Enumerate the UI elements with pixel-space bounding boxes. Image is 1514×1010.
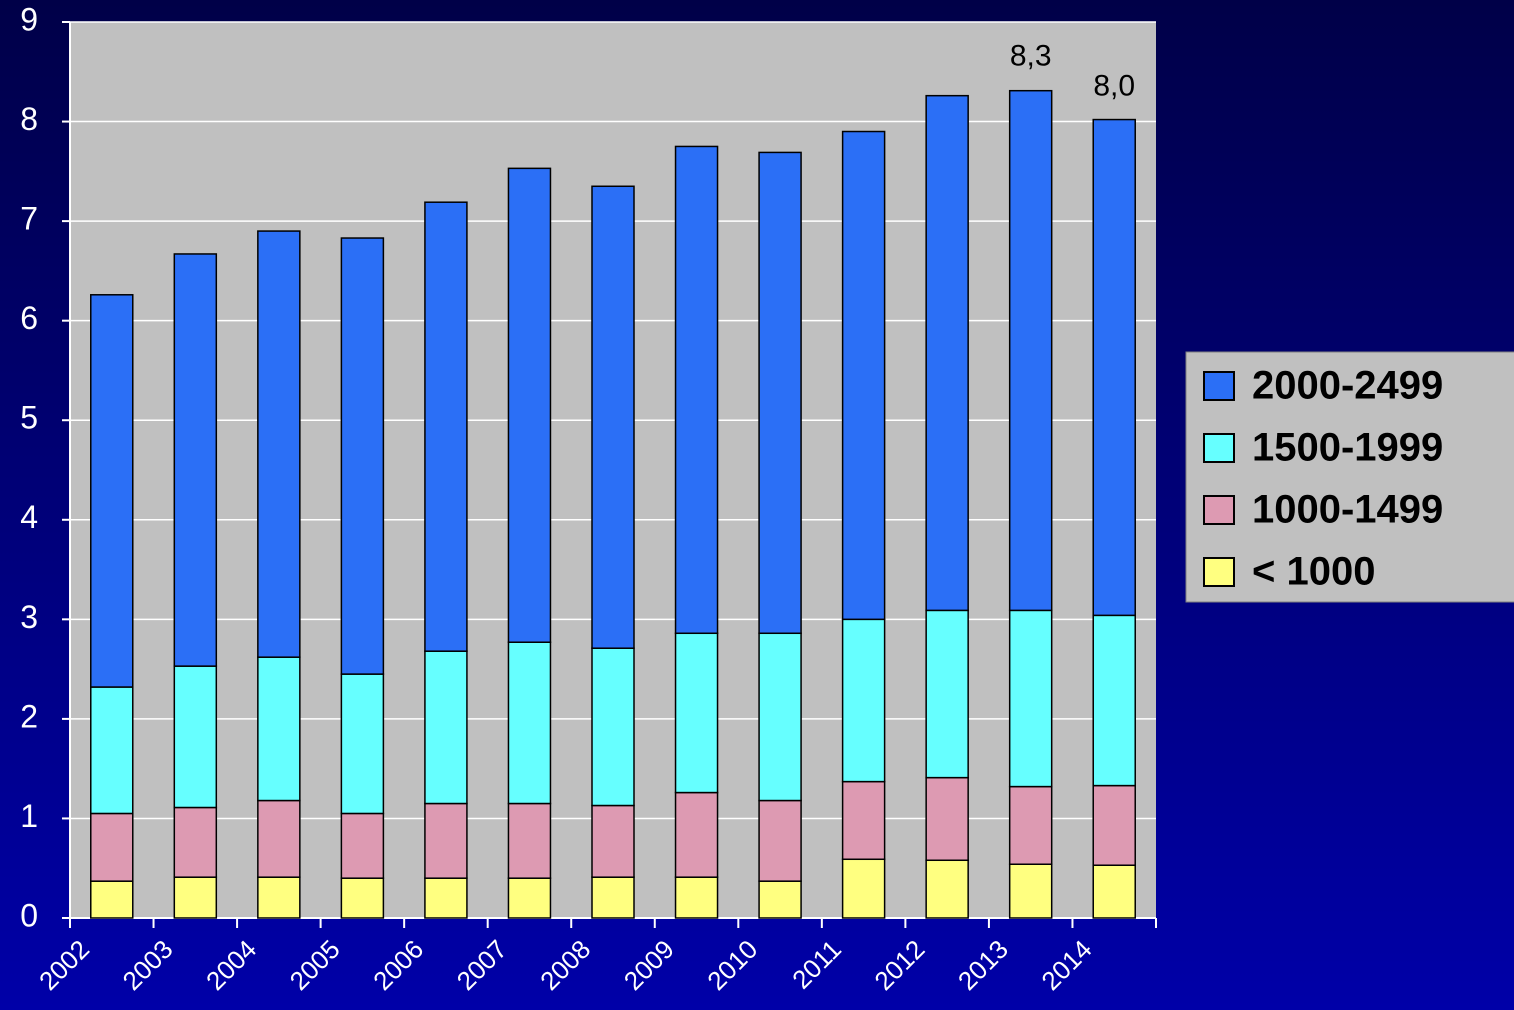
bar-segment: [841, 618, 886, 783]
bar-segment: [424, 877, 468, 919]
bar-segment: [674, 791, 719, 878]
bar-segment: [173, 806, 218, 878]
total-label: 8,0: [1093, 69, 1135, 102]
bar-segment: [674, 632, 719, 794]
bar-segment: [925, 94, 969, 612]
bar-segment: [340, 673, 385, 815]
bar-segment: [90, 812, 134, 882]
legend-label: 1500-1999: [1252, 426, 1443, 470]
bar-segment: [90, 294, 134, 688]
y-tick-label: 5: [20, 400, 38, 436]
bar-segment: [591, 647, 635, 807]
bar-segment: [424, 201, 468, 652]
bar-segment: [173, 876, 218, 919]
bar-segment: [925, 859, 969, 919]
y-tick-label: 7: [20, 201, 38, 237]
legend-label: < 1000: [1252, 550, 1375, 594]
bar-segment: [758, 151, 802, 635]
bar-segment: [173, 665, 218, 809]
bar-segment: [674, 145, 719, 635]
bar-segment: [90, 686, 134, 815]
bar-segment: [340, 237, 385, 675]
legend-swatch: [1203, 433, 1235, 463]
y-tick-label: 6: [20, 300, 38, 336]
bar-segment: [1092, 864, 1136, 919]
bar-segment: [1092, 614, 1136, 787]
bar-segment: [925, 776, 969, 862]
bar-segment: [674, 876, 719, 919]
bar-segment: [1008, 785, 1053, 865]
bar-segment: [591, 185, 635, 649]
bar-segment: [90, 880, 134, 919]
bar-segment: [591, 876, 635, 919]
legend-swatch: [1203, 557, 1235, 587]
bar-segment: [507, 802, 552, 879]
bar-segment: [591, 804, 635, 878]
legend-swatch: [1203, 495, 1235, 525]
y-tick-label: 1: [20, 798, 38, 834]
bar-segment: [1008, 863, 1053, 919]
bar-segment: [758, 632, 802, 802]
legend-label: 1000-1499: [1252, 488, 1443, 532]
bar-segment: [257, 230, 301, 658]
legend-label: 2000-2499: [1252, 364, 1443, 408]
bar-segment: [841, 858, 886, 919]
bar-segment: [1008, 609, 1053, 788]
legend-swatch: [1203, 371, 1235, 401]
bar-segment: [507, 167, 552, 643]
bar-segment: [507, 641, 552, 805]
y-tick-label: 2: [20, 698, 38, 734]
bar-segment: [257, 876, 301, 919]
bar-segment: [424, 802, 468, 879]
bar-segment: [841, 780, 886, 861]
y-tick-label: 9: [20, 1, 38, 37]
legend-box: [1185, 351, 1514, 603]
bar-segment: [340, 812, 385, 879]
bar-segment: [257, 799, 301, 878]
y-tick-label: 0: [20, 897, 38, 933]
y-tick-label: 4: [20, 499, 38, 535]
y-tick-label: 8: [20, 101, 38, 137]
bar-segment: [257, 656, 301, 802]
bar-segment: [758, 799, 802, 882]
bar-segment: [1008, 89, 1053, 612]
bar-segment: [1092, 784, 1136, 866]
bar-segment: [340, 877, 385, 919]
bar-segment: [1092, 118, 1136, 617]
bar-segment: [424, 650, 468, 805]
bar-segment: [758, 880, 802, 919]
total-label: 8,3: [1010, 40, 1052, 73]
bar-segment: [925, 609, 969, 779]
bar-segment: [173, 253, 218, 667]
bar-segment: [841, 130, 886, 621]
y-tick-label: 3: [20, 599, 38, 635]
bar-segment: [507, 877, 552, 919]
